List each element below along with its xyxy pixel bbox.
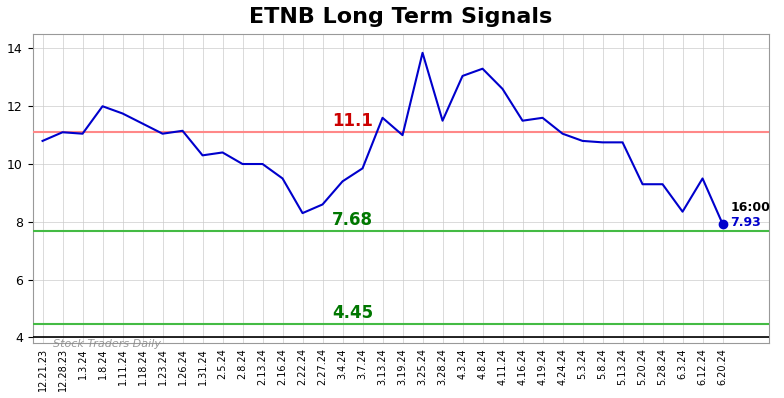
Text: 11.1: 11.1 [332,112,373,130]
Text: 7.68: 7.68 [332,211,373,229]
Text: 7.93: 7.93 [731,216,761,229]
Text: 4.45: 4.45 [332,304,373,322]
Text: 16:00: 16:00 [731,201,771,215]
Title: ETNB Long Term Signals: ETNB Long Term Signals [249,7,552,27]
Text: Stock Traders Daily: Stock Traders Daily [53,339,161,349]
